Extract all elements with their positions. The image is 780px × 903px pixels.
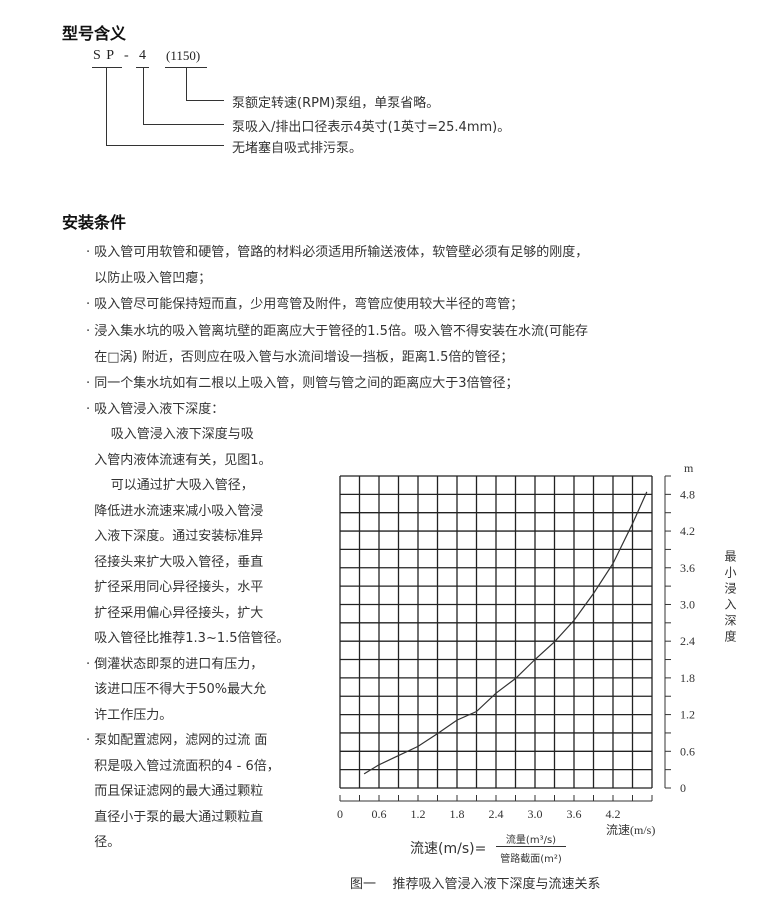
formula-fraction-bar [496, 846, 566, 847]
leader-sp-h [106, 145, 224, 146]
x-tick-label: 4.2 [606, 807, 621, 821]
x-tick-label: 3.0 [528, 807, 543, 821]
text-line: · 泵如配置滤网，滤网的过流 面 [86, 733, 268, 748]
text-line: · 吸入管可用软管和硬管，管路的材料必须适用所输送液体，软管壁必须有足够的刚度， [86, 245, 589, 260]
text-line: 吸入管径比推荐1.3~1.5倍管径。 [86, 631, 290, 646]
x-axis-label: 流速(m/s) [606, 823, 655, 837]
text-line: 吸入管浸入液下深度与吸 [86, 427, 254, 442]
leader-sp-v [106, 67, 107, 146]
text-line: 以防止吸入管凹瘪； [86, 271, 212, 287]
leader-rpm-h [186, 100, 224, 101]
leader-rpm-v [186, 67, 187, 101]
y-tick-label: 4.8 [680, 487, 695, 501]
text-line: · 浸入集水坑的吸入管离坑壁的距离应大于管径的1.5倍。吸入管不得安装在水流(可… [86, 323, 589, 339]
formula-denominator: 管路截面(m²) [500, 854, 562, 865]
code-size: 4 [139, 48, 146, 63]
text-line: · 吸入管尽可能保持短而直，少用弯管及附件，弯管应使用较大半径的弯管； [86, 297, 524, 313]
text-line: 可以通过扩大吸入管径， [86, 478, 254, 493]
depth-curve [363, 491, 648, 775]
chart-caption: 图一 推荐吸入管浸入液下深度与流速关系 [350, 877, 601, 892]
desc-sp: 无堵塞自吸式排污泵。 [232, 141, 363, 156]
text-line: 径。 [86, 835, 121, 850]
install-section-title: 安装条件 [62, 213, 127, 232]
formula-lhs: 流速(m/s)= [410, 841, 487, 857]
y-tick-label: 1.8 [680, 671, 695, 685]
text-line: · 同一个集水坑如有二根以上吸入管，则管与管之间的距离应大于3倍管径； [86, 376, 519, 391]
y-axis-label: 最小浸入深度 [723, 550, 737, 646]
x-tick-label: 1.2 [411, 807, 426, 821]
text-line: 扩径采用同心异径接头，水平 [86, 580, 264, 595]
y-tick-label: 0.6 [680, 744, 695, 758]
leader-size-v [143, 67, 144, 125]
x-tick-label: 3.6 [567, 807, 582, 821]
text-line: 该进口压不得大于50%最大允 [86, 682, 267, 697]
text-line: 径接头来扩大吸入管径，垂直 [86, 554, 264, 570]
underline-size [136, 67, 149, 68]
y-tick-label: 1.2 [680, 708, 695, 722]
text-line: · 吸入管浸入液下深度： [86, 402, 225, 418]
text-line: 直径小于泵的最大通过颗粒直 [86, 809, 264, 825]
y-tick-label: 2.4 [680, 634, 695, 648]
x-tick-label: 0 [337, 807, 343, 821]
desc-size: 泵吸入/排出口径表示4英寸(1英寸=25.4mm)。 [232, 120, 511, 135]
code-sp: S P [93, 48, 116, 63]
y-tick-label: 3.6 [680, 561, 695, 575]
y-tick-label: 0 [680, 781, 686, 795]
text-line: 入管内液体流速有关，见图1。 [86, 452, 272, 468]
y-unit-label: m [684, 461, 694, 475]
x-tick-label: 0.6 [372, 807, 387, 821]
y-tick-label: 4.2 [680, 524, 695, 538]
text-line: 扩径采用偏心异径接头，扩大 [86, 605, 264, 621]
text-line: 许工作压力。 [86, 707, 173, 723]
text-line: 积是吸入管过流面积的4 - 6倍， [86, 758, 280, 774]
text-line: · 倒灌状态即泵的进口有压力， [86, 656, 264, 672]
text-line: 入液下深度。通过安装标准异 [86, 529, 264, 544]
code-dash: - [124, 48, 129, 63]
desc-rpm: 泵额定转速(RPM)泵组，单泵省略。 [232, 96, 440, 111]
leader-size-h [143, 124, 224, 125]
x-tick-label: 2.4 [489, 807, 504, 821]
text-line: 在□涡) 附近，否则应在吸入管与水流间增设一挡板，距离1.5倍的管径； [86, 349, 514, 365]
text-line: 降低进水流速来减小吸入管浸 [86, 503, 264, 519]
code-rpm: (1150) [166, 48, 201, 63]
underline-sp [92, 67, 122, 68]
x-tick-label: 1.8 [450, 807, 465, 821]
text-line: 而且保证滤网的最大通过颗粒 [86, 784, 264, 799]
model-section-title: 型号含义 [62, 24, 127, 43]
y-tick-label: 3.0 [680, 597, 695, 611]
formula-numerator: 流量(m³/s) [505, 835, 557, 846]
